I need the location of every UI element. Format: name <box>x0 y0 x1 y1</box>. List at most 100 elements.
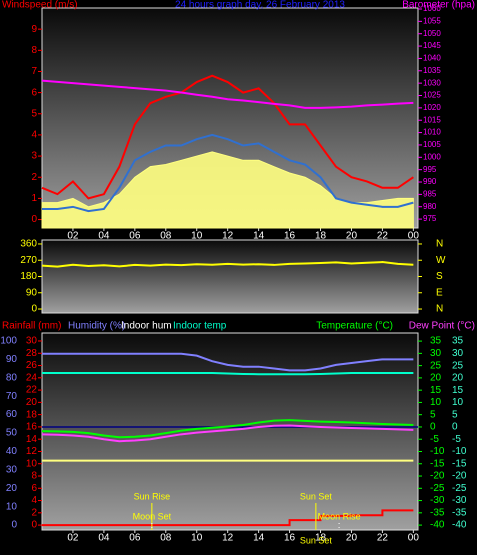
y2-tick-label: 1005 <box>423 140 441 149</box>
legend-entry: Indoor temp <box>173 321 227 332</box>
x-tick-label: 20 <box>346 231 358 242</box>
y2-tick-label: -40 <box>452 520 467 531</box>
y2-tick-label: -35 <box>430 507 445 518</box>
y-tick-label: 2 <box>31 507 37 518</box>
y2-tick-label: 1055 <box>423 16 441 25</box>
y-tick-label: 180 <box>20 271 37 282</box>
x-tick-label: 08 <box>160 533 172 544</box>
y-tick-label: 22 <box>26 385 38 396</box>
y3-tick-label: 90 <box>6 354 18 365</box>
y-tick-label: 4 <box>31 495 37 506</box>
x-tick-label: 14 <box>253 533 265 544</box>
series-line <box>42 371 414 376</box>
y2-tick-label: 25 <box>430 360 442 371</box>
y-tick-label: 1 <box>31 193 37 204</box>
x-tick-label: 08 <box>160 231 172 242</box>
y2-tick-label: 10 <box>452 397 464 408</box>
y-axis-title: Windspeed (m/s) <box>2 0 78 11</box>
x-tick-label: 00 <box>408 231 420 242</box>
y-tick-label: 20 <box>26 397 38 408</box>
y-tick-label: 8 <box>31 45 37 56</box>
x-tick-label: 10 <box>191 533 203 544</box>
y3-tick-label: 60 <box>6 409 18 420</box>
y-tick-label: 6 <box>31 483 37 494</box>
legend-entry: Barometer (hpa) <box>402 0 475 11</box>
y2-tick-label: 35 <box>430 336 442 347</box>
y2-tick-label: 30 <box>452 348 464 359</box>
y2-tick-label: -30 <box>452 495 467 506</box>
y2-tick-label: 15 <box>430 385 442 396</box>
y2-tick-label: 1050 <box>423 29 441 38</box>
y-tick-label: 30 <box>26 336 38 347</box>
legend-entry: Rainfall (mm) <box>2 321 61 332</box>
y2-tick-label: 1035 <box>423 66 441 75</box>
y-tick-label: 8 <box>31 471 37 482</box>
y3-tick-label: 0 <box>11 520 17 531</box>
y2-tick-label: 995 <box>423 165 437 174</box>
x-tick-label: 02 <box>67 533 79 544</box>
y2-tick-label: 975 <box>423 214 437 223</box>
y2-tick-label: W <box>436 255 446 266</box>
y2-tick-label: 30 <box>430 348 442 359</box>
y3-tick-label: 50 <box>6 428 18 439</box>
y2-tick-label: -20 <box>430 471 445 482</box>
y2-tick-label: 1030 <box>423 78 441 87</box>
series-line <box>41 261 414 268</box>
annotation: Moon Rise <box>318 511 361 521</box>
y2-tick-label: -30 <box>430 495 445 506</box>
y2-tick-label: 1045 <box>423 41 441 50</box>
x-tick-label: 00 <box>408 533 420 544</box>
y-tick-label: 0 <box>31 214 37 225</box>
x-tick-label: 04 <box>98 231 110 242</box>
y2-tick-label: 5 <box>452 409 458 420</box>
y-tick-label: 2 <box>31 172 37 183</box>
y2-tick-label: N <box>436 304 443 315</box>
y2-tick-label: S <box>436 271 443 282</box>
annotation: Sun Set <box>300 535 333 545</box>
y2-tick-label: 0 <box>430 422 436 433</box>
y-tick-label: 270 <box>20 255 37 266</box>
y-tick-label: 5 <box>31 108 37 119</box>
x-tick-label: 06 <box>129 231 141 242</box>
y-tick-label: 4 <box>31 130 37 141</box>
y3-tick-label: 40 <box>6 446 18 457</box>
y2-tick-label: -5 <box>430 434 439 445</box>
series-line <box>41 419 414 439</box>
y-tick-label: 0 <box>31 304 37 315</box>
y3-tick-label: 10 <box>6 501 18 512</box>
y3-tick-label: 80 <box>6 372 18 383</box>
y2-tick-label: 1040 <box>423 54 441 63</box>
y-tick-label: 0 <box>31 520 37 531</box>
y-tick-label: 360 <box>20 239 37 250</box>
y2-tick-label: -15 <box>452 458 467 469</box>
y3-tick-label: 20 <box>6 483 18 494</box>
x-tick-label: 02 <box>67 231 79 242</box>
x-tick-label: 22 <box>377 231 389 242</box>
y2-tick-label: 990 <box>423 177 437 186</box>
x-tick-label: 16 <box>284 533 296 544</box>
y2-tick-label: 980 <box>423 202 437 211</box>
y2-tick-label: 1015 <box>423 115 441 124</box>
y-tick-label: 7 <box>31 66 37 77</box>
x-tick-label: 14 <box>253 231 265 242</box>
y2-tick-label: 15 <box>452 385 464 396</box>
series-line <box>41 424 414 443</box>
y-tick-label: 18 <box>26 409 38 420</box>
series-line <box>41 74 414 200</box>
y-tick-label: 3 <box>31 151 37 162</box>
y-tick-label: 28 <box>26 348 38 359</box>
y-tick-label: 24 <box>26 372 38 383</box>
y2-tick-label: 10 <box>430 397 442 408</box>
annotation: Sun Rise <box>134 491 171 501</box>
legend-entry: Humidity (%) <box>68 321 125 332</box>
y2-tick-label: 5 <box>430 409 436 420</box>
x-tick-label: 18 <box>315 231 327 242</box>
annotation: Sun Set <box>300 491 333 501</box>
y2-tick-label: -25 <box>452 483 467 494</box>
y-tick-label: 90 <box>26 287 38 298</box>
y2-tick-label: -10 <box>430 446 445 457</box>
y3-tick-label: 100 <box>0 336 17 347</box>
y2-tick-label: 1020 <box>423 103 441 112</box>
y-tick-label: 6 <box>31 87 37 98</box>
